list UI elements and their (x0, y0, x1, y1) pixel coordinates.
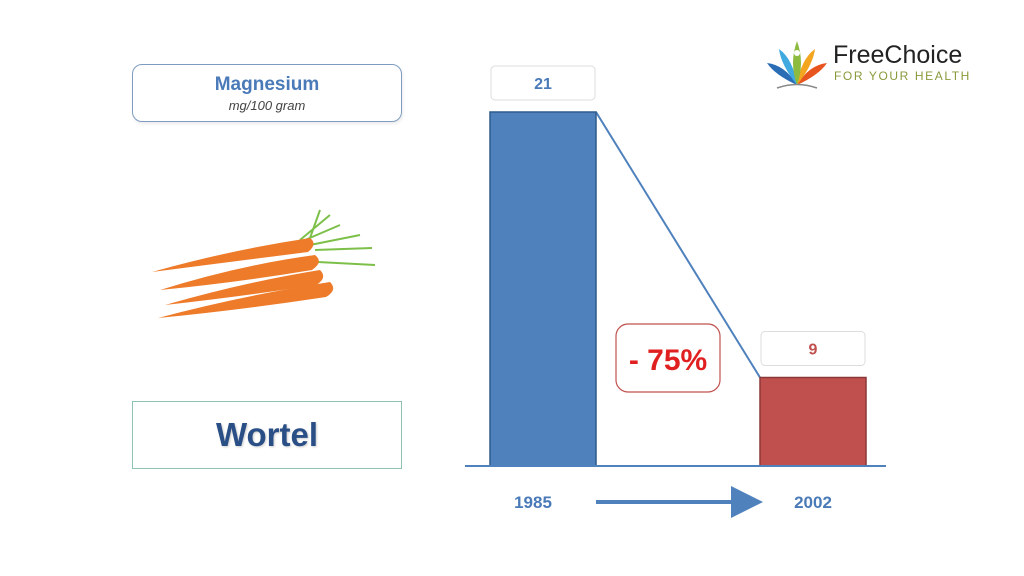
product-name: Wortel (215, 416, 319, 453)
trend-line (595, 111, 761, 379)
data-label-box (760, 331, 866, 366)
data-label-box (490, 65, 596, 101)
freechoice-logo: FreeChoice FOR YOUR HEALTH (765, 35, 985, 90)
bar-2002 (759, 376, 867, 467)
annotation-label: - 75% (629, 344, 707, 377)
title-box: Magnesium mg/100 gram (132, 64, 402, 122)
product-name-box: Wortel (132, 401, 402, 469)
lotus-icon (767, 41, 827, 89)
logo-brand: FreeChoice (833, 41, 963, 69)
category-label: 1985 (514, 493, 552, 512)
data-label: 9 (809, 342, 818, 359)
bar-1985 (489, 111, 597, 467)
nutrient-title: Magnesium (214, 74, 320, 95)
logo-tagline: FOR YOUR HEALTH (834, 69, 971, 83)
annotation-box (615, 323, 721, 393)
data-label: 21 (534, 76, 552, 93)
category-label: 2002 (794, 493, 832, 512)
unit-subtitle: mg/100 gram (228, 98, 306, 113)
